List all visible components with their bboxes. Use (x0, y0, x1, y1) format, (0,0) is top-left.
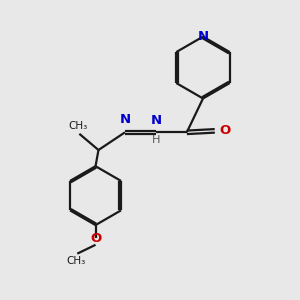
Text: CH₃: CH₃ (68, 122, 88, 131)
Text: O: O (219, 124, 230, 137)
Text: N: N (150, 114, 161, 127)
Text: H: H (152, 135, 160, 145)
Text: N: N (119, 113, 130, 126)
Text: O: O (90, 232, 101, 245)
Text: CH₃: CH₃ (66, 256, 85, 266)
Text: N: N (197, 30, 208, 43)
